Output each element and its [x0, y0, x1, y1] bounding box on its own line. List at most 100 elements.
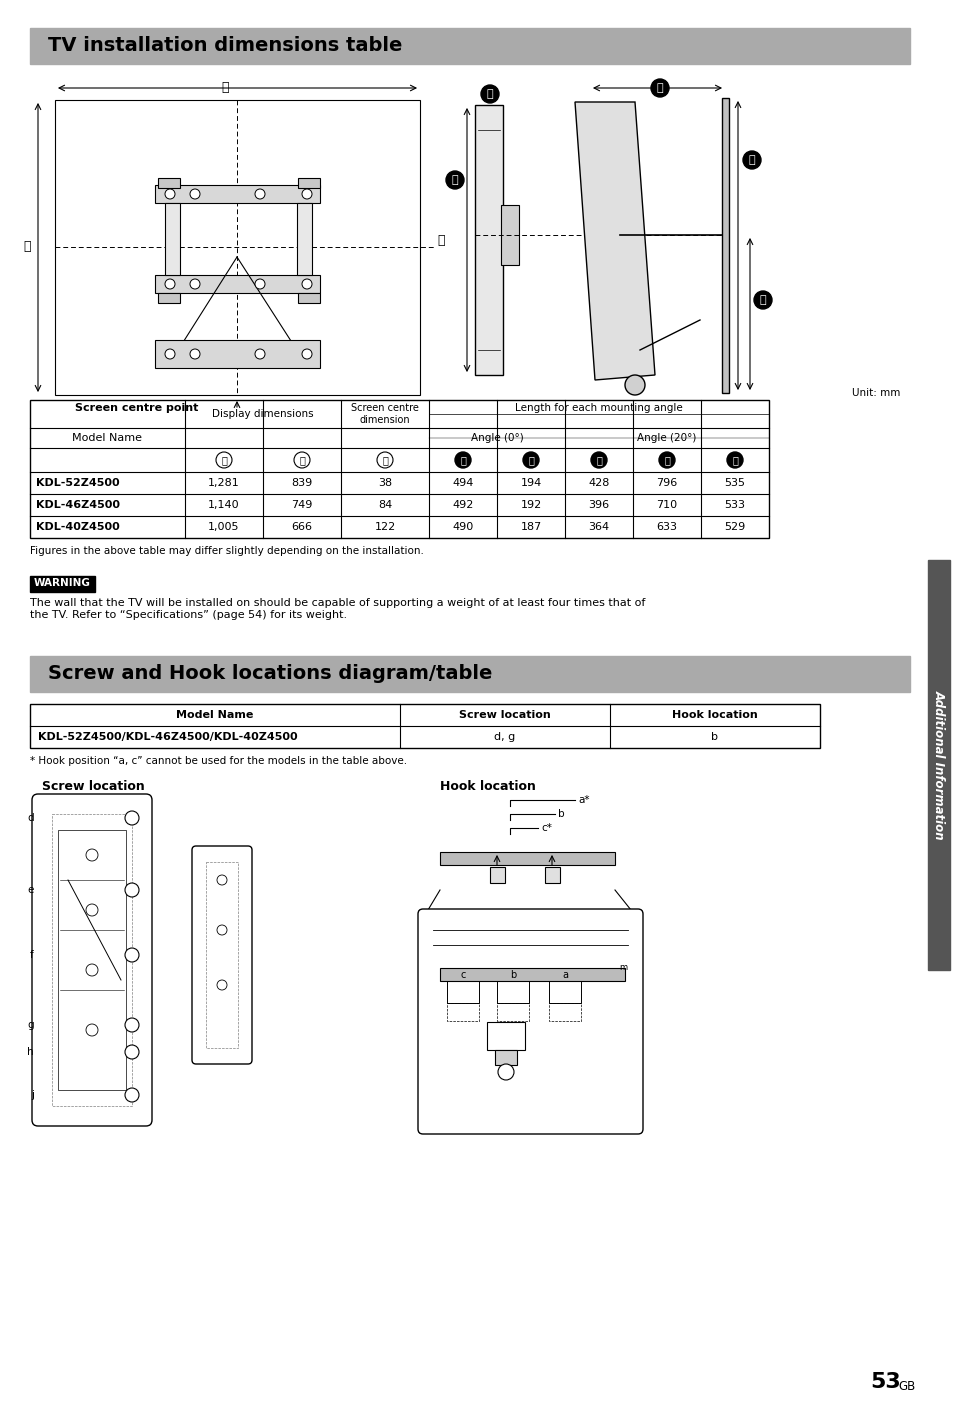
Text: Display dimensions: Display dimensions: [212, 409, 314, 418]
Bar: [497, 981, 529, 1002]
Text: 122: 122: [374, 522, 395, 532]
Text: Figures in the above table may differ slightly depending on the installation.: Figures in the above table may differ sl…: [30, 546, 423, 556]
Text: c: c: [460, 970, 465, 980]
Text: 533: 533: [723, 500, 744, 510]
Bar: [158, 178, 180, 188]
Text: ⓔ: ⓔ: [486, 88, 494, 101]
Text: Ⓐ: Ⓐ: [221, 81, 229, 94]
Bar: [154, 340, 319, 368]
Text: 1,140: 1,140: [208, 500, 239, 510]
Circle shape: [753, 291, 771, 309]
Bar: [154, 185, 319, 204]
Bar: [548, 981, 580, 1002]
Text: 194: 194: [519, 477, 541, 489]
Text: KDL-52Z4500: KDL-52Z4500: [36, 477, 119, 489]
Bar: [475, 105, 502, 375]
Text: 633: 633: [656, 522, 677, 532]
Bar: [439, 967, 624, 981]
Text: c*: c*: [540, 823, 551, 833]
Text: j: j: [30, 1090, 34, 1099]
Text: ⓓ: ⓓ: [451, 176, 457, 185]
Circle shape: [624, 375, 644, 395]
Text: The wall that the TV will be installed on should be capable of supporting a weig: The wall that the TV will be installed o…: [30, 598, 644, 619]
Text: ⓖ: ⓖ: [663, 455, 669, 465]
Circle shape: [590, 452, 606, 468]
Circle shape: [216, 980, 227, 990]
Text: Length for each mounting angle: Length for each mounting angle: [515, 403, 682, 413]
Circle shape: [125, 812, 139, 826]
Text: 84: 84: [377, 500, 392, 510]
Circle shape: [522, 452, 538, 468]
Text: TV installation dimensions table: TV installation dimensions table: [48, 37, 402, 55]
Bar: [927, 560, 949, 970]
Bar: [439, 852, 615, 865]
Text: 396: 396: [588, 500, 609, 510]
Circle shape: [125, 883, 139, 897]
Text: 535: 535: [723, 477, 744, 489]
FancyBboxPatch shape: [32, 795, 152, 1126]
Text: * Hook position “a, c” cannot be used for the models in the table above.: * Hook position “a, c” cannot be used fo…: [30, 755, 407, 767]
Text: Screw and Hook locations diagram/table: Screw and Hook locations diagram/table: [48, 664, 492, 682]
FancyBboxPatch shape: [192, 847, 252, 1064]
Text: 839: 839: [291, 477, 313, 489]
Text: 1,005: 1,005: [208, 522, 239, 532]
Text: ⓗ: ⓗ: [731, 455, 738, 465]
Circle shape: [165, 350, 174, 359]
Text: Screw location: Screw location: [458, 710, 550, 720]
Bar: [500, 205, 518, 265]
Text: b: b: [509, 970, 516, 980]
Text: h: h: [28, 1047, 34, 1057]
Text: 187: 187: [519, 522, 541, 532]
Circle shape: [86, 1024, 98, 1036]
Text: a*: a*: [578, 795, 589, 804]
Text: 1,281: 1,281: [208, 477, 239, 489]
Text: Angle (20°): Angle (20°): [637, 432, 696, 444]
Text: Ⓑ: Ⓑ: [23, 240, 30, 254]
Text: Hook location: Hook location: [672, 710, 757, 720]
Bar: [55, 100, 419, 395]
Text: 494: 494: [452, 477, 474, 489]
Circle shape: [726, 452, 742, 468]
Text: 364: 364: [588, 522, 609, 532]
Text: 666: 666: [292, 522, 313, 532]
Text: Ⓒ: Ⓒ: [436, 234, 444, 247]
Bar: [486, 1022, 524, 1050]
Bar: [721, 98, 728, 393]
Circle shape: [497, 1064, 514, 1080]
FancyBboxPatch shape: [417, 908, 642, 1134]
Text: Ⓐ: Ⓐ: [221, 455, 227, 465]
Text: 529: 529: [723, 522, 745, 532]
Bar: [158, 293, 180, 303]
Bar: [447, 1002, 478, 1021]
Text: Unit: mm: Unit: mm: [851, 388, 899, 397]
Text: Model Name: Model Name: [72, 432, 142, 444]
Text: Angle (0°): Angle (0°): [470, 432, 523, 444]
Bar: [296, 204, 312, 275]
Text: Model Name: Model Name: [176, 710, 253, 720]
Text: 428: 428: [588, 477, 609, 489]
Bar: [30, 400, 768, 538]
Text: 710: 710: [656, 500, 677, 510]
Circle shape: [86, 965, 98, 976]
Text: 749: 749: [291, 500, 313, 510]
Text: Screen centre point: Screen centre point: [75, 403, 198, 413]
Bar: [58, 830, 126, 1090]
Circle shape: [650, 79, 668, 97]
Text: ⓖ: ⓖ: [748, 154, 755, 166]
Circle shape: [125, 1088, 139, 1102]
Text: 38: 38: [377, 477, 392, 489]
Text: a: a: [561, 970, 567, 980]
Circle shape: [302, 279, 312, 289]
Text: 192: 192: [519, 500, 541, 510]
Polygon shape: [575, 102, 655, 380]
Bar: [206, 862, 237, 1047]
Bar: [165, 204, 180, 275]
Text: ⓔ: ⓔ: [528, 455, 534, 465]
Text: d: d: [28, 813, 34, 823]
Text: b: b: [558, 809, 564, 819]
Text: ⓓ: ⓓ: [459, 455, 465, 465]
Circle shape: [216, 875, 227, 885]
Circle shape: [254, 279, 265, 289]
Text: e: e: [28, 885, 34, 894]
Text: 796: 796: [656, 477, 677, 489]
